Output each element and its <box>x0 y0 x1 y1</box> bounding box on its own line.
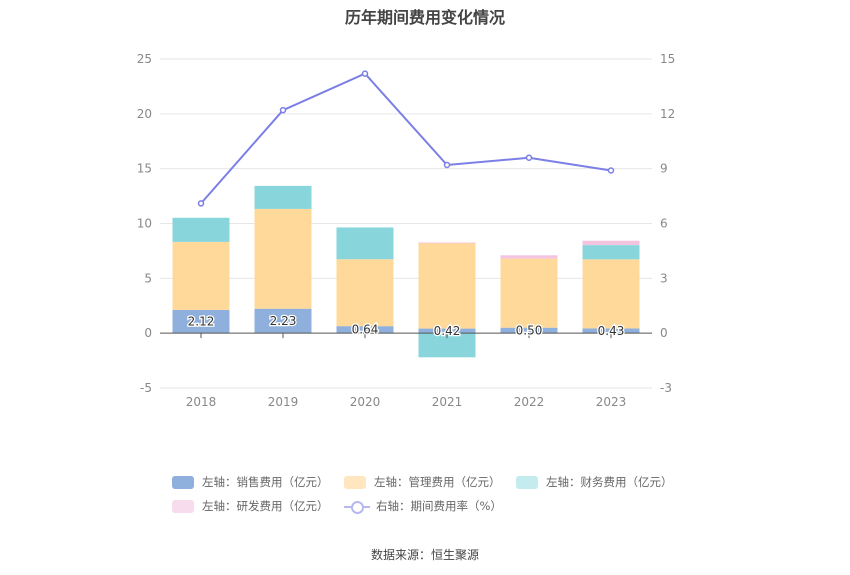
expense-ratio-point <box>525 154 533 161</box>
left-tick-label: 20 <box>137 107 152 121</box>
bar-2021-series-1 <box>418 243 476 329</box>
bar-2021-series-0 <box>418 328 476 334</box>
bar-2019-series-2 <box>254 185 312 209</box>
x-tick-label: 2022 <box>514 395 545 409</box>
bar-2020-series-1 <box>336 259 394 327</box>
expense-ratio-point <box>197 200 205 207</box>
bar-2023-series-1 <box>582 259 640 329</box>
right-tick-label: 0 <box>660 326 668 340</box>
legend-label-sales: 左轴：销售费用（亿元） <box>202 475 329 489</box>
sales-data-label: 2.23 <box>270 314 297 328</box>
bar-2022-series-3 <box>500 255 558 259</box>
right-tick-label: 6 <box>660 217 668 231</box>
data-source: 数据来源：恒生聚源 <box>370 548 479 562</box>
legend-swatch-rd <box>172 499 194 513</box>
left-tick-label: 25 <box>137 52 152 66</box>
x-tick-label: 2020 <box>350 395 381 409</box>
left-tick-label: 15 <box>137 162 152 176</box>
left-tick-label: -5 <box>140 381 152 395</box>
sales-data-label: 0.50 <box>516 323 543 337</box>
legend-swatch-finance <box>516 475 538 489</box>
bar-2022-series-1 <box>500 258 558 328</box>
bar-2022-series-0 <box>500 327 558 334</box>
sales-data-label: 2.12 <box>188 315 215 329</box>
legend-item-rd[interactable]: 左轴：研发费用（亿元） <box>172 498 329 514</box>
expense-ratio-point <box>443 161 451 169</box>
expense-ratio-line <box>200 72 612 205</box>
label-layer: 2.12 2.23 0.64 0.42 0.50 0.43 <box>186 313 625 339</box>
x-tick-label: 2023 <box>596 395 627 409</box>
bars-layer <box>172 185 640 358</box>
legend-item-finance[interactable]: 左轴：财务费用（亿元） <box>516 474 673 490</box>
legend-item-expense-ratio[interactable]: 右轴：期间费用率（%） <box>344 498 502 514</box>
left-tick-label: 5 <box>144 271 152 285</box>
sales-data-label: 0.43 <box>598 324 625 338</box>
legend-label-rd: 左轴：研发费用（亿元） <box>202 499 329 513</box>
legend-label-admin: 左轴：管理费用（亿元） <box>374 475 501 489</box>
bar-2023-series-2 <box>582 245 640 260</box>
legend-swatch-sales <box>172 475 194 489</box>
bar-2020-series-0 <box>336 326 394 334</box>
right-tick-label: -3 <box>660 381 672 395</box>
line-layer <box>197 70 615 207</box>
grid-layer <box>160 58 652 389</box>
right-tick-label: 3 <box>660 271 668 285</box>
sales-data-label: 0.42 <box>434 324 461 338</box>
x-tick-label: 2019 <box>268 395 299 409</box>
bar-2020-series-2 <box>336 227 394 260</box>
bar-2018-series-2 <box>172 217 230 242</box>
left-tick-label: 0 <box>144 326 152 340</box>
legend-swatch-admin <box>344 475 366 489</box>
bar-2021-series-3 <box>418 242 476 244</box>
x-tick-label: 2021 <box>432 395 463 409</box>
right-tick-label: 9 <box>660 162 668 176</box>
expense-ratio-point <box>279 106 287 114</box>
left-tick-label: 10 <box>137 217 152 231</box>
bar-2018-series-1 <box>172 241 230 310</box>
expense-ratio-point <box>607 167 615 174</box>
sales-data-label: 0.64 <box>352 323 379 337</box>
bar-2018-series-0 <box>172 309 230 334</box>
axis-layer: -5 0 5 10 15 20 25 -3 0 3 6 9 12 15 2018 2019 2020 2021 20… <box>137 52 676 409</box>
bar-2023-series-0 <box>582 328 640 334</box>
expense-ratio-point <box>361 70 369 77</box>
bar-2019-series-1 <box>254 208 312 309</box>
chart-title: 历年期间费用变化情况 <box>344 8 505 27</box>
legend-line-icon <box>344 500 370 514</box>
right-tick-label: 12 <box>660 107 675 121</box>
legend-label-finance: 左轴：财务费用（亿元） <box>546 475 673 489</box>
right-tick-label: 15 <box>660 52 675 66</box>
legend-label-expense-ratio: 右轴：期间费用率（%） <box>376 499 502 513</box>
legend-item-sales[interactable]: 左轴：销售费用（亿元） <box>172 474 329 490</box>
x-tick-label: 2018 <box>186 395 217 409</box>
legend-item-admin[interactable]: 左轴：管理费用（亿元） <box>344 474 501 490</box>
bar-2023-series-3 <box>582 240 640 246</box>
bar-2019-series-0 <box>254 308 312 334</box>
